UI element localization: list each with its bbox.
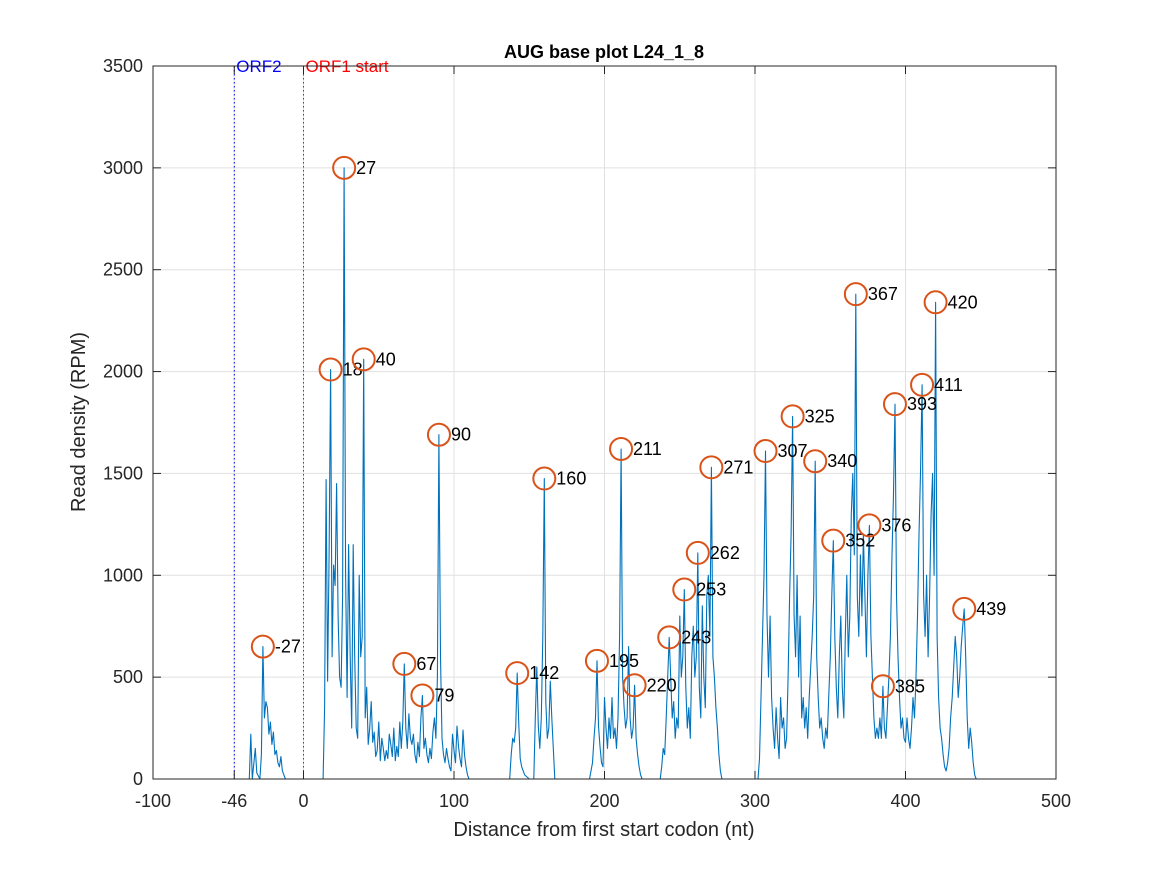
peak-marker (392, 651, 417, 676)
peak-marker (870, 674, 895, 699)
peak-marker (505, 661, 530, 686)
peak-label: 385 (895, 676, 925, 696)
peak-marker (250, 634, 275, 659)
y-tick-label: 500 (113, 667, 143, 687)
peak-label: 411 (934, 375, 963, 395)
peak-marker (332, 155, 357, 180)
peak-marker (672, 577, 697, 602)
peak-marker (410, 683, 435, 708)
x-tick-label: 400 (890, 791, 920, 811)
y-tick-label: 3000 (103, 158, 143, 178)
peak-marker (685, 540, 710, 565)
peak-label: 340 (827, 451, 857, 471)
x-tick-label: 500 (1041, 791, 1071, 811)
peak-marker (821, 528, 846, 553)
x-tick-label: -100 (135, 791, 171, 811)
peak-label: 439 (976, 599, 1006, 619)
peak-marker (803, 449, 828, 474)
y-tick-label: 3500 (103, 56, 143, 76)
peak-label: 142 (529, 663, 559, 683)
peak-marker (426, 422, 451, 447)
peak-marker (584, 648, 609, 673)
peak-label: 262 (710, 543, 740, 563)
x-tick-label: -46 (221, 791, 247, 811)
peak-marker (351, 347, 376, 372)
peak-marker (780, 404, 805, 429)
peak-label: 393 (907, 394, 937, 414)
peak-label: 160 (556, 469, 586, 489)
x-tick-label: 0 (298, 791, 308, 811)
peak-marker (699, 455, 724, 480)
peak-marker (952, 596, 977, 621)
peak-label: 18 (343, 360, 363, 380)
peak-label: 271 (723, 457, 753, 477)
peak-label: 325 (805, 406, 835, 426)
peak-marker (532, 466, 557, 491)
peak-marker (923, 290, 948, 315)
peak-marker (753, 439, 778, 464)
peak-label: 253 (696, 580, 726, 600)
axis-layer: -100 -46 0 100 200 300 400 500 0 500 1000 1500 2000 2… (103, 56, 1071, 811)
peak-label: 67 (416, 654, 436, 674)
peak-label: -27 (275, 637, 301, 657)
peak-marker (857, 513, 882, 538)
peak-label: 220 (647, 675, 677, 695)
peak-marker (657, 625, 682, 650)
x-tick-label: 200 (589, 791, 619, 811)
peak-label: 367 (868, 284, 898, 304)
peak-label: 79 (434, 685, 454, 705)
y-axis-label: Read density (RPM) (68, 332, 90, 512)
peak-label: 307 (778, 441, 808, 461)
peak-label: 243 (681, 627, 711, 647)
peak-marker (609, 436, 634, 461)
x-tick-label: 100 (439, 791, 469, 811)
x-tick-label: 300 (740, 791, 770, 811)
peak-label: 211 (633, 439, 662, 459)
y-tick-label: 2500 (103, 260, 143, 280)
marker-layer: -27 18 27 40 67 79 90 142 160 195 211 220 243 253 262 2… (250, 155, 1006, 708)
peak-label: 90 (451, 425, 471, 445)
y-tick-label: 0 (133, 769, 143, 789)
y-tick-label: 1500 (103, 463, 143, 483)
peak-marker (622, 673, 647, 698)
peak-label: 376 (881, 515, 911, 535)
y-tick-label: 1000 (103, 565, 143, 585)
peak-marker (910, 372, 935, 397)
chart-title: AUG base plot L24_1_8 (504, 42, 704, 62)
peak-marker (318, 357, 343, 382)
y-tick-label: 2000 (103, 362, 143, 382)
peak-label: 352 (845, 531, 875, 551)
x-axis-label: Distance from first start codon (nt) (453, 819, 754, 841)
peak-marker (882, 392, 907, 417)
peak-label: 195 (609, 651, 639, 671)
peak-marker (843, 282, 868, 307)
peak-label: 420 (948, 292, 978, 312)
peak-label: 40 (376, 349, 396, 369)
peak-label: 27 (356, 158, 376, 178)
